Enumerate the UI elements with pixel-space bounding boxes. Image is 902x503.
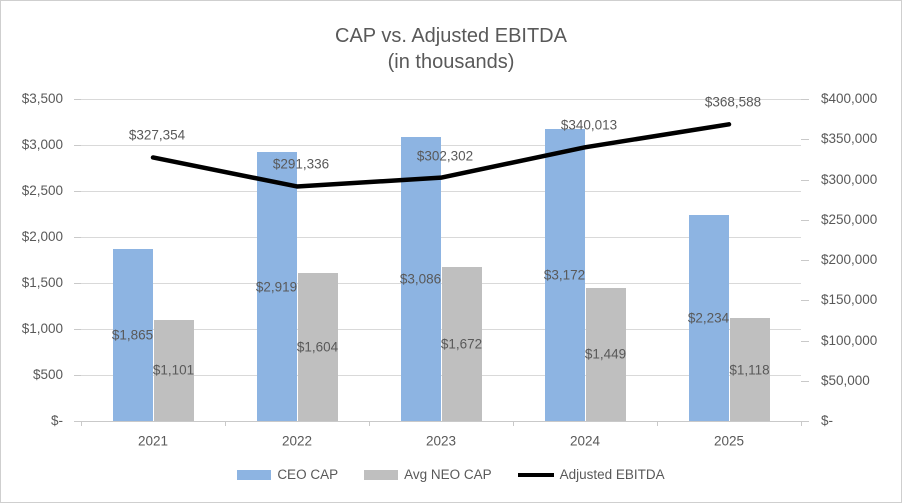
y-axis-label-left: $500 (32, 367, 63, 382)
legend-label-adjusted-ebitda: Adjusted EBITDA (559, 467, 665, 482)
data-label: $1,118 (729, 362, 770, 378)
gridline (81, 237, 801, 238)
data-label: $3,086 (399, 271, 442, 287)
x-axis-tick (801, 421, 802, 426)
right-axis-tick (801, 99, 809, 100)
gridline (81, 375, 801, 376)
data-label: $2,234 (687, 310, 730, 326)
bar-avg-neo-cap (441, 267, 482, 421)
y-axis-label-right: $150,000 (821, 292, 878, 308)
y-axis-label-left: $- (50, 413, 63, 428)
right-axis-tick (801, 219, 809, 221)
y-axis-label-left: $3,000 (21, 137, 63, 152)
y-axis-label-left: $2,000 (21, 229, 63, 244)
legend-swatch-adjusted-ebitda (517, 472, 554, 477)
y-axis-label-right: $50,000 (821, 372, 870, 388)
data-label: $3,172 (543, 267, 586, 283)
data-label: $1,101 (152, 362, 195, 378)
left-axis-tick (74, 237, 81, 238)
y-axis-label-right: $400,000 (821, 91, 878, 106)
gridline (81, 99, 801, 100)
gridline (81, 191, 801, 192)
bar-avg-neo-cap (153, 319, 194, 421)
data-label: $340,013 (560, 117, 618, 133)
x-axis-label: 2023 (425, 433, 457, 449)
left-axis-tick (74, 329, 81, 330)
bar-avg-neo-cap (585, 287, 626, 421)
gridline (81, 145, 801, 146)
chart-title-block: CAP vs. Adjusted EBITDA (in thousands) (1, 23, 901, 75)
data-label: $1,449 (584, 346, 627, 362)
legend-item-avg-neo-cap: Avg NEO CAP (364, 467, 492, 482)
legend-label-ceo-cap: CEO CAP (277, 467, 339, 482)
gridline (81, 329, 801, 330)
x-axis-tick (369, 421, 370, 426)
bar-avg-neo-cap (297, 273, 338, 421)
x-axis-line (75, 421, 809, 422)
data-label: $291,336 (272, 156, 330, 172)
chart-subtitle: (in thousands) (387, 51, 515, 73)
bar-ceo-cap (400, 137, 441, 421)
x-axis-tick (225, 421, 226, 426)
y-axis-label-right: $250,000 (821, 211, 878, 227)
x-axis-tick (513, 421, 514, 426)
y-axis-label-right: $100,000 (821, 332, 878, 348)
data-label: $1,865 (111, 327, 154, 343)
y-axis-label-left: $2,500 (21, 183, 63, 198)
right-axis-tick (801, 139, 809, 141)
gridline (81, 283, 801, 284)
legend-label-avg-neo-cap: Avg NEO CAP (404, 467, 492, 482)
left-axis-tick (74, 145, 81, 146)
data-label: $2,919 (255, 279, 298, 295)
data-label: $368,588 (704, 94, 762, 110)
x-axis-label: 2022 (281, 433, 313, 449)
x-axis-label: 2021 (137, 433, 169, 449)
adjusted-ebitda-line (150, 122, 732, 189)
right-axis-tick (801, 340, 809, 342)
legend: CEO CAP Avg NEO CAP Adjusted EBITDA (1, 467, 901, 482)
x-axis-label: 2025 (713, 433, 745, 449)
y-axis-label-right: $- (821, 413, 834, 428)
x-axis-label: 2024 (569, 433, 601, 449)
right-axis-tick (801, 260, 809, 261)
y-axis-label-right: $300,000 (821, 171, 878, 187)
right-axis-tick (801, 380, 809, 382)
bar-avg-neo-cap (729, 318, 770, 421)
data-label: $327,354 (128, 127, 186, 143)
x-axis-tick (657, 421, 658, 426)
legend-swatch-avg-neo-cap (364, 469, 399, 480)
x-axis-tick (81, 421, 82, 426)
left-axis-tick (74, 375, 81, 376)
left-axis-tick (74, 283, 81, 284)
y-axis-label-right: $350,000 (821, 131, 878, 147)
right-axis-tick (801, 300, 809, 302)
y-axis-label-left: $1,500 (21, 275, 63, 290)
legend-item-ceo-cap: CEO CAP (237, 467, 338, 482)
legend-swatch-ceo-cap (237, 469, 272, 480)
y-axis-label-left: $3,500 (21, 91, 63, 106)
bar-ceo-cap (112, 249, 153, 421)
data-label: $1,672 (440, 336, 483, 352)
bar-ceo-cap (256, 152, 297, 421)
right-axis-tick (801, 179, 809, 181)
left-axis-tick (74, 191, 81, 192)
left-axis-tick (74, 99, 81, 100)
left-axis-tick (74, 421, 81, 422)
legend-item-adjusted-ebitda: Adjusted EBITDA (517, 467, 665, 482)
y-axis-label-left: $1,000 (21, 321, 63, 336)
chart-title: CAP vs. Adjusted EBITDA (335, 25, 567, 47)
data-label: $302,302 (416, 148, 474, 164)
right-axis-tick (801, 421, 809, 422)
bar-ceo-cap (688, 215, 729, 421)
data-label: $1,604 (296, 339, 339, 355)
y-axis-label-right: $200,000 (821, 252, 878, 267)
bar-ceo-cap (544, 129, 585, 421)
